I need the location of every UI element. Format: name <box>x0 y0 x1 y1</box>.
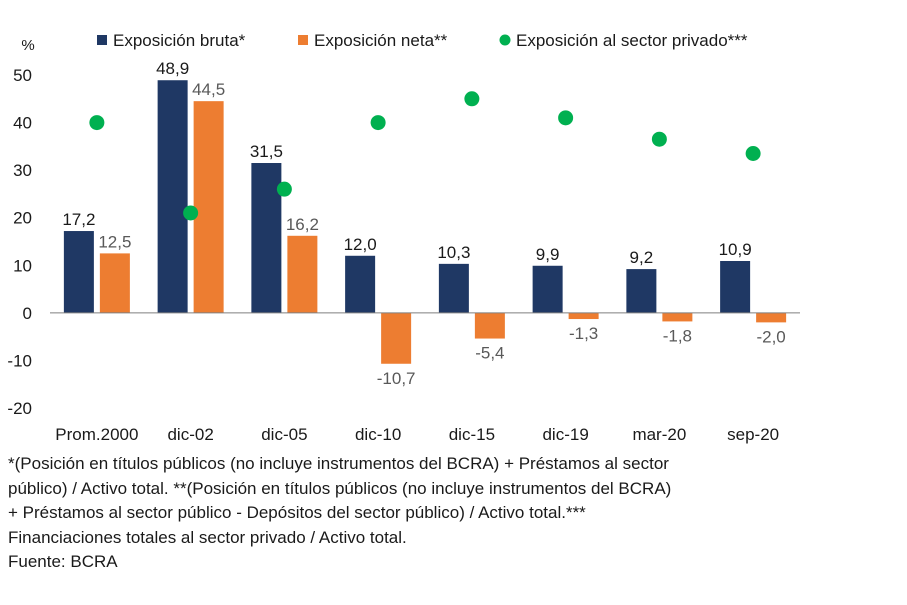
y-tick-label: -20 <box>7 399 32 418</box>
footnote-line-4: Financiaciones totales al sector privado… <box>8 527 407 547</box>
private-sector-dot-5 <box>558 110 574 126</box>
net-exposure-label-5: -1,3 <box>569 324 598 343</box>
gross-exposure-label-4: 10,3 <box>437 243 470 262</box>
private-sector-dot-0 <box>89 115 105 131</box>
x-category-label: dic-05 <box>261 425 307 444</box>
gross-exposure-bar-5 <box>532 265 563 313</box>
bars <box>63 80 787 364</box>
gross-exposure-label-3: 12,0 <box>344 235 377 254</box>
legend: Exposición bruta* Exposición neta** Exposi… <box>97 31 748 50</box>
x-category-label: sep-20 <box>727 425 779 444</box>
net-exposure-bar-7 <box>756 312 787 323</box>
private-sector-dot-3 <box>370 115 386 131</box>
net-exposure-bar-4 <box>474 312 505 339</box>
gross-exposure-bar-4 <box>438 263 469 313</box>
net-exposure-label-2: 16,2 <box>286 215 319 234</box>
gross-exposure-bar-7 <box>720 261 751 313</box>
gross-exposure-label-5: 9,9 <box>536 245 560 264</box>
x-category-label: Prom.2000 <box>55 425 138 444</box>
footnote-line-3: + Préstamos al sector público - Depósito… <box>8 503 586 522</box>
x-category-label: mar-20 <box>632 425 686 444</box>
net-exposure-bar-2 <box>287 235 318 313</box>
legend-label-1: Exposición neta** <box>314 31 448 50</box>
net-exposure-label-6: -1,8 <box>663 326 692 345</box>
gross-exposure-label-2: 31,5 <box>250 142 283 161</box>
net-exposure-label-7: -2,0 <box>756 327 785 346</box>
gross-exposure-bar-6 <box>626 269 657 313</box>
legend-swatch-2 <box>499 34 511 46</box>
y-axis: -20 -10 0 10 20 30 40 50 <box>7 66 32 418</box>
y-tick-label: -10 <box>7 351 32 370</box>
gross-exposure-label-7: 10,9 <box>719 240 752 259</box>
y-tick-label: 50 <box>13 66 32 85</box>
x-category-label: dic-10 <box>355 425 401 444</box>
legend-swatch-1 <box>298 35 308 45</box>
gross-exposure-label-1: 48,9 <box>156 59 189 78</box>
gross-exposure-bar-2 <box>251 163 282 313</box>
x-category-label: dic-02 <box>167 425 213 444</box>
x-axis: Prom.2000 dic-02 dic-05 dic-10 dic-15 dic-19 m… <box>55 425 779 444</box>
net-exposure-label-0: 12,5 <box>98 232 131 251</box>
y-axis-unit-label: % <box>21 37 34 54</box>
y-tick-label: 0 <box>23 304 32 323</box>
x-category-label: dic-19 <box>542 425 588 444</box>
y-tick-label: 10 <box>13 256 32 275</box>
private-sector-dot-1 <box>183 205 199 221</box>
y-tick-label: 30 <box>13 161 32 180</box>
footnote-line-2: público) / Activo total. **(Posición en … <box>8 478 672 498</box>
y-tick-label: 20 <box>13 209 32 228</box>
legend-label-2: Exposición al sector privado*** <box>516 31 748 50</box>
net-exposure-label-3: -10,7 <box>377 369 416 388</box>
y-tick-label: 40 <box>13 114 32 133</box>
gross-exposure-label-6: 9,2 <box>630 248 654 267</box>
x-category-label: dic-15 <box>449 425 495 444</box>
private-sector-dots <box>89 91 761 221</box>
private-sector-dot-4 <box>464 91 480 107</box>
legend-swatch-0 <box>97 35 107 45</box>
net-exposure-bar-1 <box>193 101 224 313</box>
net-exposure-label-4: -5,4 <box>475 344 504 363</box>
chart: Exposición bruta* Exposición neta** Exposi… <box>7 31 800 444</box>
gross-exposure-label-0: 17,2 <box>62 210 95 229</box>
bar-data-labels: 17,2 48,9 31,5 12,0 10,3 9,9 9,2 10,9 12,5 44,5 16… <box>62 59 785 388</box>
gross-exposure-bar-0 <box>63 231 94 313</box>
source-note: Fuente: BCRA <box>8 552 118 571</box>
net-exposure-bar-5 <box>568 312 599 320</box>
footnote: *(Posición en títulos públicos (no inclu… <box>8 452 888 575</box>
private-sector-dot-2 <box>276 181 292 197</box>
net-exposure-bar-0 <box>99 253 130 313</box>
private-sector-dot-7 <box>745 145 761 161</box>
footnote-line-1: *(Posición en títulos públicos (no inclu… <box>8 454 669 473</box>
net-exposure-bar-3 <box>381 312 412 364</box>
gross-exposure-bar-3 <box>345 255 376 313</box>
net-exposure-bar-6 <box>662 312 693 322</box>
legend-label-0: Exposición bruta* <box>113 31 246 50</box>
private-sector-dot-6 <box>651 131 667 147</box>
net-exposure-label-1: 44,5 <box>192 80 225 99</box>
gross-exposure-bar-1 <box>157 80 188 313</box>
